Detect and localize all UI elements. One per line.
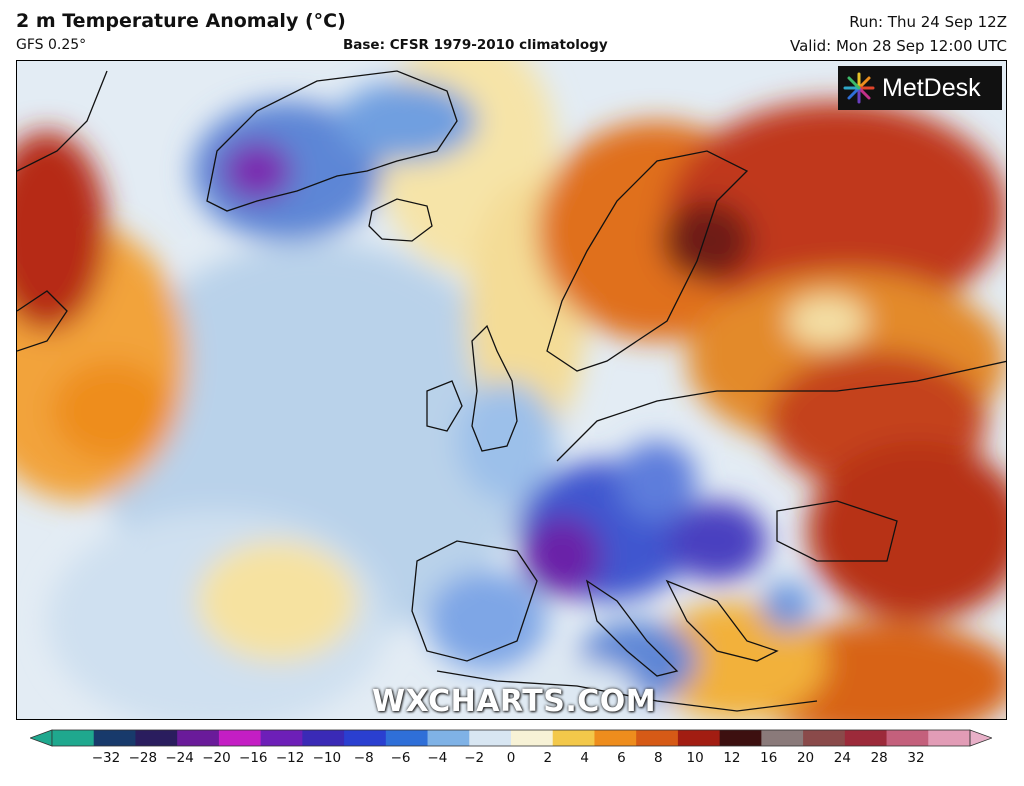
colorbar-tick-label: 32 [907, 750, 925, 766]
colorbar-segment [427, 730, 470, 746]
colorbar-segment [135, 730, 178, 746]
colorbar-segment [302, 730, 345, 746]
colorbar-segment [344, 730, 387, 746]
colorbar-ticks: −32 −28 −24 −20 −16 −12 −10 −8 −6 −4 −2 0 2 4 6 8 10 12 16… [0, 750, 1024, 770]
map-graphic [17, 61, 1006, 719]
colorbar-tick-label: 20 [796, 750, 815, 766]
colorbar-segment [761, 730, 804, 746]
colorbar-segment [93, 730, 137, 746]
run-time-label: Run: Thu 24 Sep 12Z [849, 13, 1007, 31]
colorbar-tick-label: −20 [202, 750, 231, 766]
colorbar-tick-label: −32 [91, 750, 121, 766]
colorbar-tick-label: 2 [543, 750, 553, 766]
colorbar-tick-label: −10 [312, 750, 342, 766]
colorbar-segment [260, 730, 303, 746]
colorbar-segment [469, 730, 512, 746]
colorbar-tick-label: 16 [760, 750, 778, 766]
colorbar-segment [803, 730, 846, 746]
colorbar-tick-label: −6 [390, 750, 411, 766]
colorbar-tick-label: −28 [128, 750, 158, 766]
colorbar-segment [886, 730, 929, 746]
colorbar-tick-label: −8 [353, 750, 374, 766]
colorbar-tick-label: 28 [870, 750, 888, 766]
colorbar-tick-label: 8 [653, 750, 663, 766]
colorbar-segment [511, 730, 554, 746]
chart-title: 2 m Temperature Anomaly (°C) [16, 10, 346, 32]
colorbar-segment [385, 730, 429, 746]
metdesk-logo: MetDesk [838, 66, 1002, 110]
climatology-base-label: Base: CFSR 1979-2010 climatology [343, 37, 608, 53]
colorbar-tick-label: 0 [506, 750, 516, 766]
wxcharts-watermark: WXCHARTS.COM [372, 684, 657, 719]
colorbar-left-arrow [30, 729, 53, 747]
colorbar-tick-label: 6 [617, 750, 626, 766]
colorbar-right-arrow [969, 729, 992, 747]
colorbar-tick-label: 12 [723, 750, 741, 766]
colorbar-tick-label: −2 [464, 750, 485, 766]
colorbar-tick-label: −12 [275, 750, 305, 766]
colorbar-segment [636, 730, 679, 746]
colorbar-segment [719, 730, 762, 746]
anomaly-map[interactable] [16, 60, 1007, 720]
logo-text: MetDesk [882, 73, 981, 102]
colorbar-segment [52, 730, 95, 746]
colorbar-tick-label: −4 [427, 750, 448, 766]
colorbar [30, 729, 992, 747]
colorbar-frame [51, 729, 971, 747]
metdesk-flower-icon [843, 72, 875, 104]
colorbar-segment [177, 730, 220, 746]
colorbar-tick-label: 4 [580, 750, 589, 766]
model-label: GFS 0.25° [16, 37, 87, 53]
colorbar-tick-label: 24 [833, 750, 851, 766]
colorbar-tick-label: −16 [239, 750, 268, 766]
colorbar-segment [552, 730, 596, 746]
colorbar-tick-label: −24 [165, 750, 194, 766]
colorbar-segment [594, 730, 637, 746]
colorbar-tick-label: 10 [686, 750, 704, 766]
colorbar-segment [844, 730, 888, 746]
valid-time-label: Valid: Mon 28 Sep 12:00 UTC [790, 37, 1007, 55]
colorbar-segment [928, 730, 971, 746]
colorbar-segment [677, 730, 721, 746]
colorbar-segment [218, 730, 262, 746]
